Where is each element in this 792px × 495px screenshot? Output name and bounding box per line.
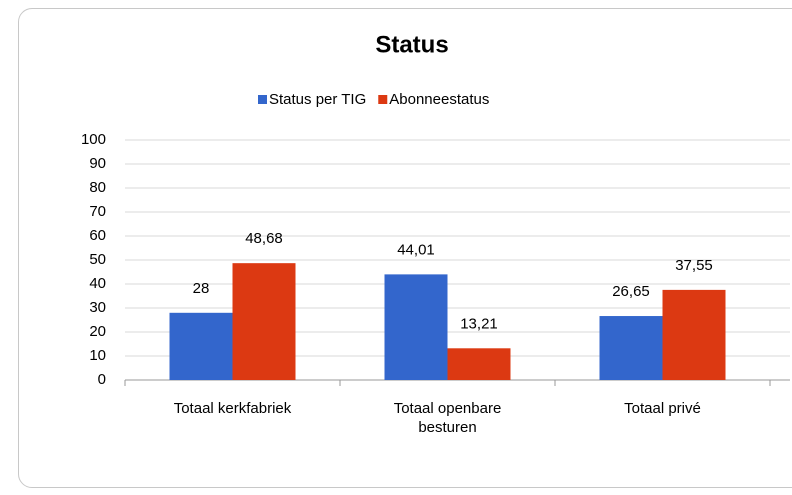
data-label: 28 — [193, 280, 210, 297]
legend-swatch — [258, 95, 267, 104]
bar — [384, 274, 448, 380]
data-label: 48,68 — [245, 230, 283, 247]
legend-swatch — [378, 95, 388, 104]
y-tick-label: 50 — [89, 251, 106, 268]
y-tick-label: 20 — [89, 323, 106, 340]
y-tick-label: 0 — [98, 371, 106, 388]
legend-label: Status per TIG — [269, 91, 366, 108]
x-tick-label: Totaal openbare besturen — [393, 400, 502, 436]
y-tick-label: 70 — [89, 203, 106, 220]
data-label: 26,65 — [612, 283, 650, 300]
data-label: 13,21 — [460, 315, 498, 332]
bar — [169, 312, 233, 380]
y-tick-label: 90 — [89, 155, 106, 172]
bar — [599, 316, 663, 380]
bar — [662, 289, 726, 380]
data-label: 44,01 — [397, 241, 435, 258]
data-label: 37,55 — [675, 257, 713, 274]
y-tick-label: 30 — [89, 299, 106, 316]
bar — [232, 263, 296, 380]
bar — [447, 348, 511, 380]
x-tick-label: Totaal privé — [624, 400, 701, 417]
chart-card — [18, 8, 792, 488]
y-tick-label: 60 — [89, 227, 106, 244]
y-tick-label: 80 — [89, 179, 106, 196]
y-tick-label: 10 — [89, 347, 106, 364]
y-tick-label: 40 — [89, 275, 106, 292]
y-tick-label: 100 — [81, 131, 106, 148]
x-tick-label: Totaal kerkfabriek — [173, 400, 292, 417]
chart-title: Status — [375, 31, 448, 58]
legend-label: Abonneestatus — [389, 91, 489, 108]
